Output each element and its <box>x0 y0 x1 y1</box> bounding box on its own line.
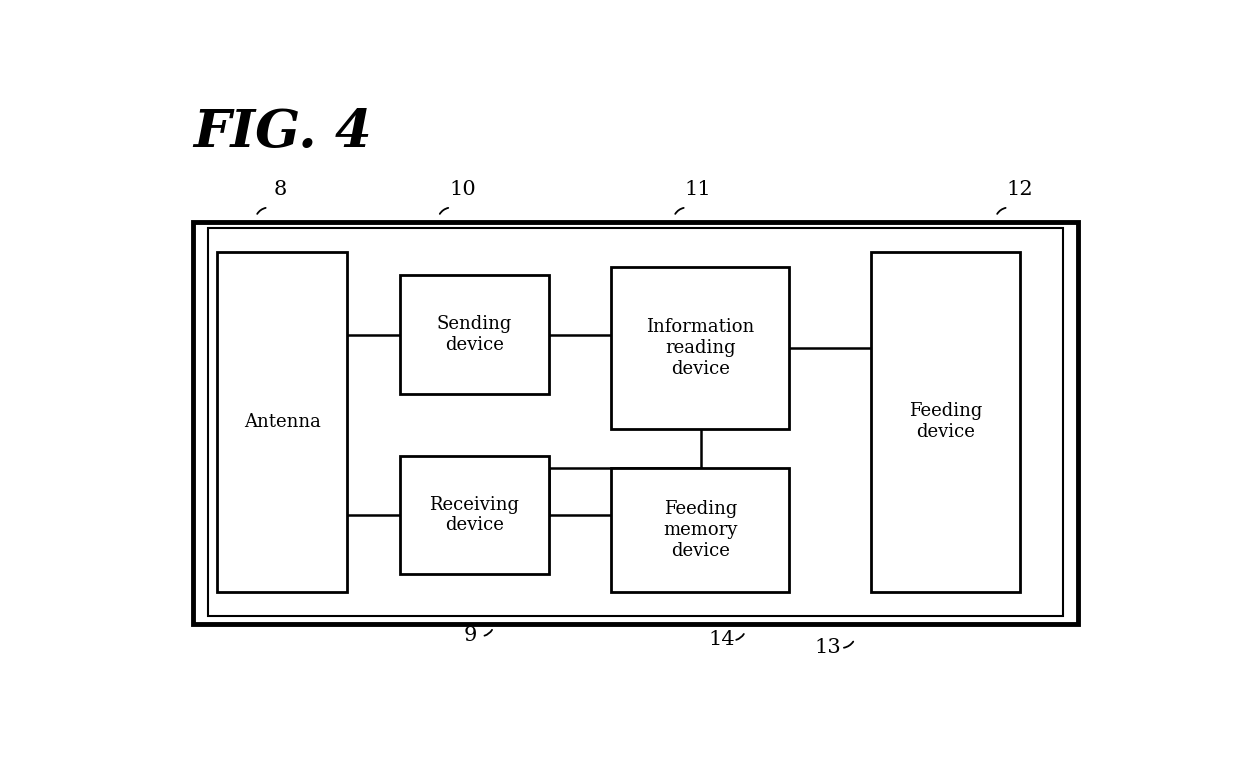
Text: 9: 9 <box>464 626 477 645</box>
Bar <box>401 276 549 394</box>
Bar <box>217 252 347 592</box>
Text: 10: 10 <box>449 180 476 199</box>
Text: 8: 8 <box>273 180 286 199</box>
Bar <box>208 228 1063 615</box>
Text: Feeding
device: Feeding device <box>909 402 982 442</box>
Text: FIG. 4: FIG. 4 <box>193 107 372 158</box>
Text: Receiving
device: Receiving device <box>429 495 520 535</box>
Text: Sending
device: Sending device <box>436 315 512 354</box>
Text: 14: 14 <box>709 631 735 649</box>
Bar <box>611 266 789 429</box>
Text: 11: 11 <box>684 180 712 199</box>
Text: 12: 12 <box>1007 180 1033 199</box>
Bar <box>401 456 549 574</box>
Text: Feeding
memory
device: Feeding memory device <box>663 500 738 560</box>
Bar <box>193 222 1078 624</box>
Text: Antenna: Antenna <box>244 413 321 431</box>
Bar <box>611 468 789 592</box>
Text: Information
reading
device: Information reading device <box>646 318 754 378</box>
Bar <box>870 252 1021 592</box>
Text: 13: 13 <box>815 638 841 657</box>
